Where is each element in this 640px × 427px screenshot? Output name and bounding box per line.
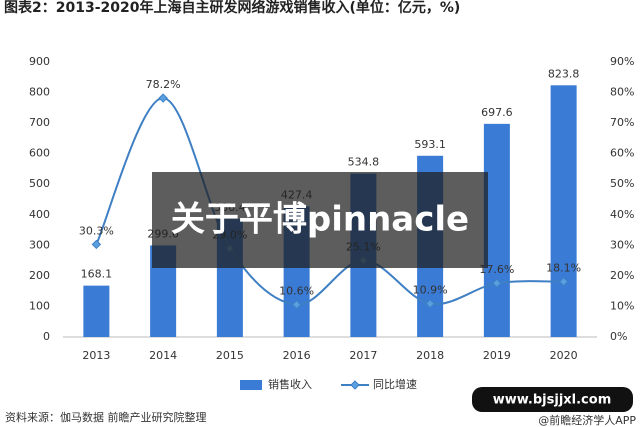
line-marker <box>158 93 168 103</box>
y-tick-label: 500 <box>29 177 50 190</box>
legend-swatch <box>350 380 360 390</box>
x-tick-label: 2015 <box>216 349 244 362</box>
bar <box>550 85 577 338</box>
y2-tick-label: 30% <box>610 238 634 251</box>
line-value-label: 78.2% <box>146 78 181 91</box>
x-tick-label: 2013 <box>82 349 110 362</box>
chart-title: 图表2：2013-2020年上海自主研发网络游戏销售收入(单位：亿元，%) <box>4 0 460 16</box>
y-tick-label: 300 <box>29 238 50 251</box>
x-tick-label: 2016 <box>283 349 311 362</box>
y2-tick-label: 20% <box>610 269 634 282</box>
bar <box>83 285 110 337</box>
y2-tick-label: 90% <box>610 55 634 68</box>
url-box <box>472 387 633 412</box>
line-value-label: 30.3% <box>79 224 114 237</box>
bar-value-label: 168.1 <box>81 268 113 281</box>
line-value-label: 17.6% <box>479 263 514 276</box>
y2-tick-label: 70% <box>610 116 634 129</box>
y2-tick-label: 80% <box>610 86 634 99</box>
credit-text: @前瞻经济学人APP <box>538 413 636 427</box>
y-tick-label: 800 <box>29 86 50 99</box>
bar <box>483 123 510 337</box>
x-tick-label: 2020 <box>550 349 578 362</box>
y2-tick-label: 50% <box>610 177 634 190</box>
x-tick-label: 2019 <box>483 349 511 362</box>
line-marker <box>425 298 435 309</box>
x-tick-label: 2018 <box>416 349 444 362</box>
bar-value-label: 697.6 <box>481 106 513 119</box>
legend-swatch <box>240 380 262 390</box>
line-value-label: 10.9% <box>413 284 448 297</box>
x-tick-label: 2017 <box>349 349 377 362</box>
y-tick-label: 100 <box>29 299 50 312</box>
y-tick-label: 900 <box>29 55 50 68</box>
y-tick-label: 700 <box>29 116 50 129</box>
line-marker <box>492 278 502 288</box>
y-tick-label: 0 <box>43 330 50 343</box>
legend-label: 销售收入 <box>268 377 312 391</box>
url-text: www.bjsjjxl.com <box>493 393 612 408</box>
bar-value-label: 534.8 <box>348 156 380 169</box>
y2-tick-label: 10% <box>610 299 634 312</box>
y-tick-label: 400 <box>29 208 50 221</box>
legend-label: 同比增速 <box>373 377 417 391</box>
line-marker <box>91 239 102 250</box>
y2-tick-label: 40% <box>610 208 634 221</box>
banner-box <box>152 172 488 268</box>
y2-tick-label: 60% <box>610 147 634 160</box>
banner-text: 关于平博pinnacle <box>171 200 469 240</box>
y-tick-label: 600 <box>29 147 50 160</box>
bar-value-label: 823.8 <box>548 67 580 80</box>
x-tick-label: 2014 <box>149 349 177 362</box>
line-marker <box>291 299 302 310</box>
source-note: 资料来源：伽马数据 前瞻产业研究院整理 <box>5 410 207 424</box>
line-value-label: 18.1% <box>546 262 581 275</box>
line-marker <box>558 276 569 287</box>
bar-value-label: 593.1 <box>414 138 446 151</box>
y-tick-label: 200 <box>29 269 50 282</box>
line-value-label: 10.6% <box>279 285 314 298</box>
y2-tick-label: 0% <box>610 330 627 343</box>
